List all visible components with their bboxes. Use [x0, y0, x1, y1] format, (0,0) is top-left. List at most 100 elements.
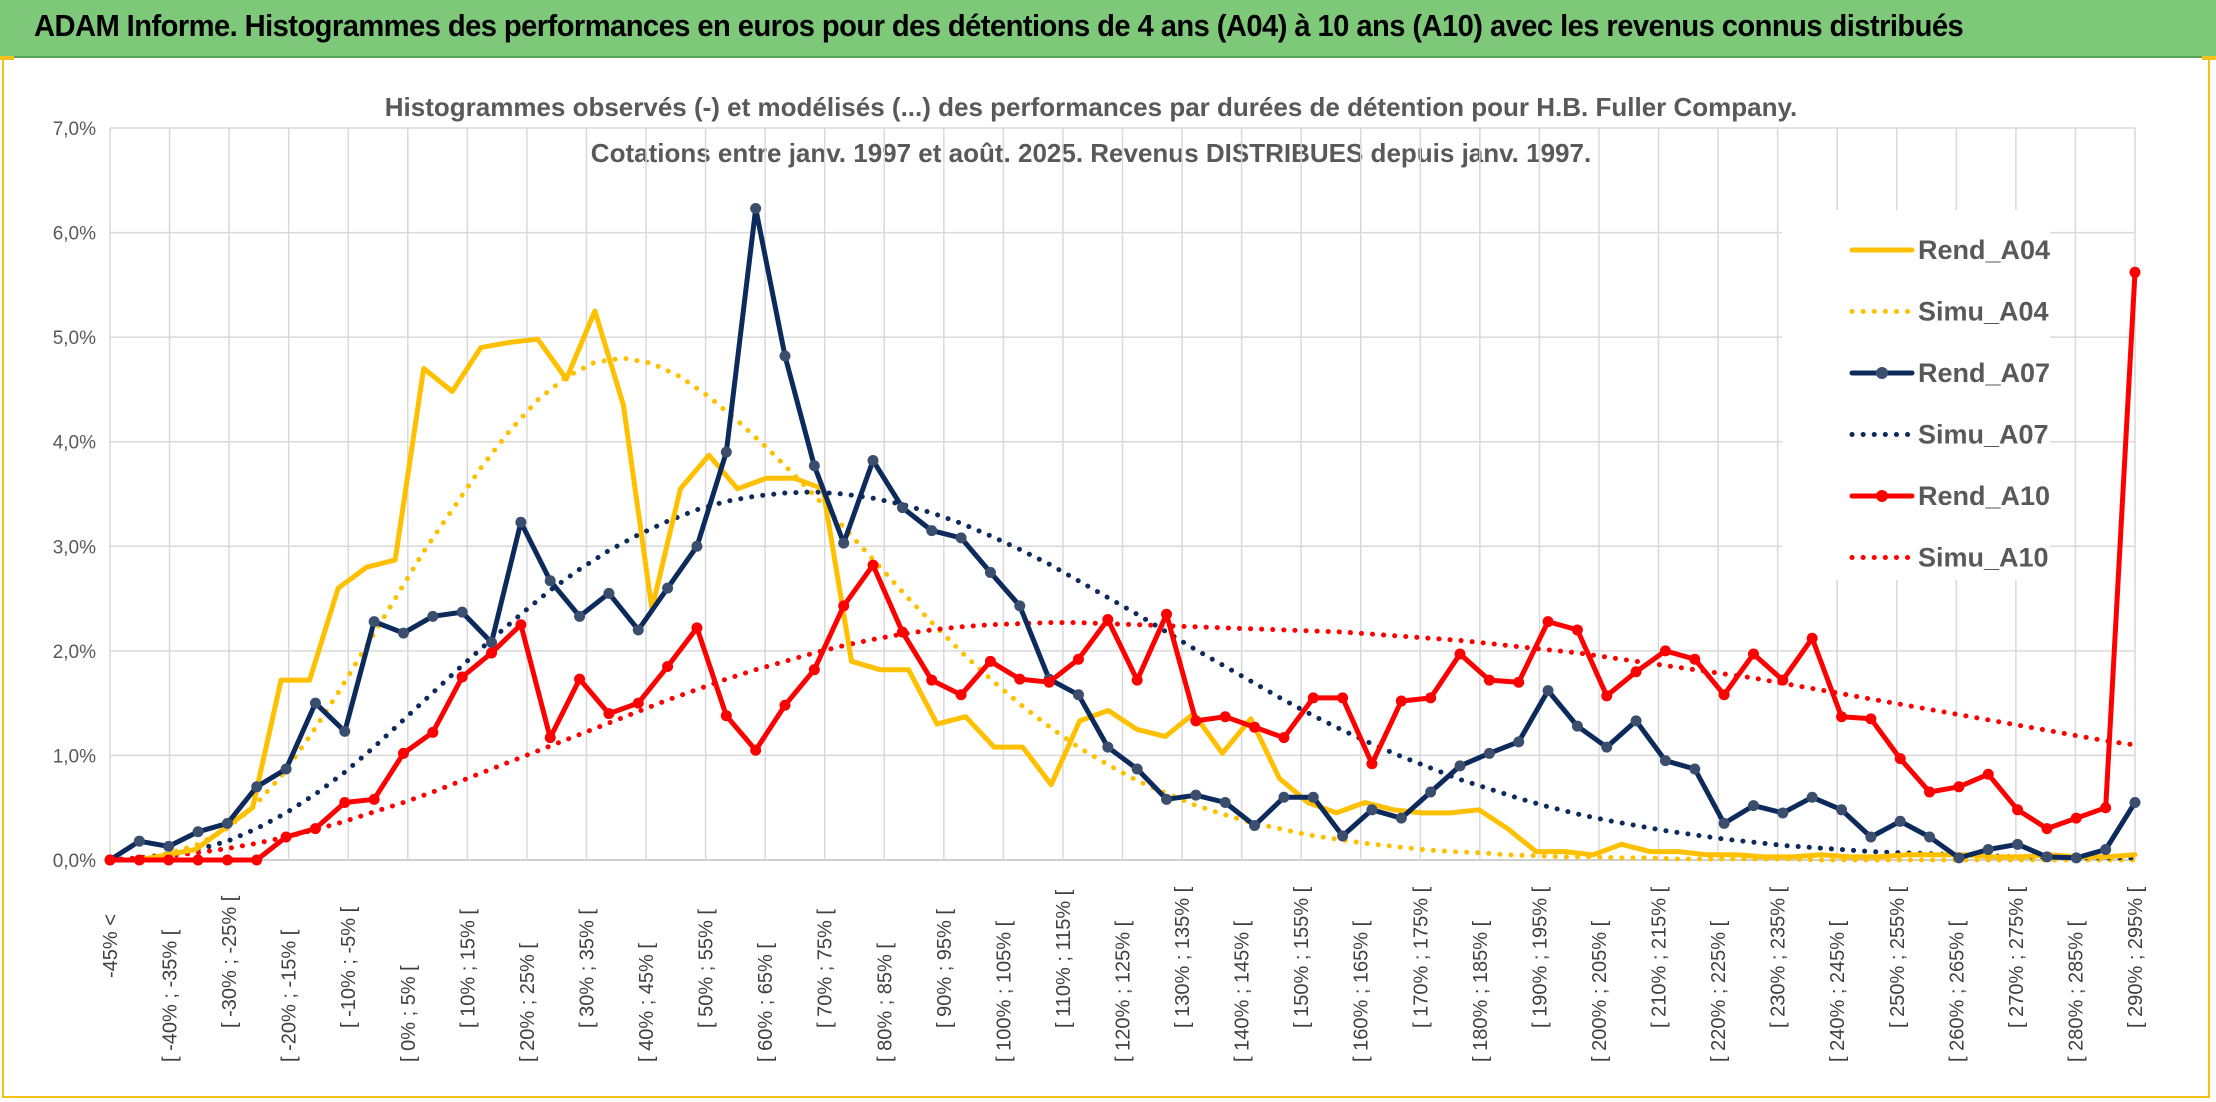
data-point-rend_a07	[2041, 851, 2053, 863]
data-point-rend_a10	[1542, 616, 1554, 628]
data-point-rend_a07	[1601, 741, 1613, 753]
data-point-rend_a10	[1659, 645, 1671, 657]
x-tick-label: [ 220% ; 225% [	[1708, 920, 1730, 1062]
data-point-rend_a07	[632, 624, 644, 636]
data-point-rend_a07	[1747, 800, 1759, 812]
data-point-rend_a10	[104, 854, 116, 866]
data-point-rend_a07	[1513, 736, 1525, 748]
data-point-rend_a10	[221, 854, 233, 866]
x-tick-label: [ -30% ; -25% [	[219, 895, 241, 1028]
data-point-rend_a07	[779, 350, 791, 362]
x-tick-label: [ 90% ; 95% [	[934, 909, 956, 1028]
data-point-rend_a10	[1865, 713, 1877, 725]
data-point-rend_a10	[515, 619, 527, 631]
data-point-rend_a07	[1836, 804, 1848, 816]
data-point-rend_a07	[2070, 852, 2082, 864]
y-axis-ticks: 0,0% 1,0% 2,0% 3,0% 4,0% 5,0% 6,0% 7,0%	[53, 119, 96, 872]
x-tick-label: [ 170% ; 175% [	[1410, 886, 1432, 1028]
data-point-rend_a07	[1483, 747, 1495, 759]
data-point-rend_a10	[1454, 648, 1466, 660]
x-tick-label: [ -10% ; -5% [	[338, 906, 360, 1028]
x-tick-label: [ 120% ; 125% [	[1113, 920, 1135, 1062]
data-point-rend_a10	[896, 626, 908, 638]
data-point-rend_a07	[1924, 831, 1936, 843]
data-point-rend_a10	[1161, 608, 1173, 620]
data-point-rend_a10	[1601, 690, 1613, 702]
data-point-rend_a10	[691, 622, 703, 634]
legend-marker	[1876, 367, 1888, 379]
data-point-rend_a10	[2070, 812, 2082, 824]
y-tick-label: 5,0%	[53, 328, 96, 349]
data-point-rend_a07	[1953, 852, 1965, 864]
x-tick-label: [ 40% ; 45% [	[636, 943, 658, 1062]
data-point-rend_a10	[1395, 695, 1407, 707]
x-tick-label: [ 280% ; 285% [	[2065, 920, 2087, 1062]
data-point-rend_a10	[1806, 632, 1818, 644]
data-point-rend_a07	[574, 610, 586, 622]
data-point-rend_a10	[1337, 692, 1349, 704]
data-point-rend_a07	[192, 826, 204, 838]
data-point-rend_a10	[1982, 768, 1994, 780]
data-point-rend_a07	[1161, 793, 1173, 805]
data-point-rend_a07	[867, 455, 879, 467]
x-tick-label: [ 270% ; 275% [	[2006, 886, 2028, 1028]
x-tick-label: [ 130% ; 135% [	[1172, 886, 1194, 1028]
legend-label-simu_a10: Simu_A10	[1918, 543, 2049, 573]
x-axis-ticks: -45% < [ -40% ; -35% [[ -30% ; -25% [[ -2…	[100, 886, 2147, 1062]
data-point-rend_a07	[251, 781, 263, 793]
legend-label-rend_a04: Rend_A04	[1918, 235, 2050, 265]
data-point-rend_a10	[1219, 711, 1231, 723]
data-point-rend_a10	[1630, 666, 1642, 678]
data-point-rend_a07	[280, 763, 292, 775]
data-point-rend_a07	[368, 616, 380, 628]
data-point-rend_a10	[280, 831, 292, 843]
x-tick-label: [ 160% ; 165% [	[1351, 920, 1373, 1062]
legend-background	[1782, 210, 2050, 580]
x-tick-label: [ 140% ; 145% [	[1232, 920, 1254, 1062]
y-tick-label: 7,0%	[53, 119, 96, 140]
data-point-rend_a10	[1894, 753, 1906, 765]
data-point-rend_a10	[2012, 804, 2024, 816]
data-point-rend_a10	[720, 710, 732, 722]
data-point-rend_a07	[896, 502, 908, 514]
data-point-rend_a07	[133, 835, 145, 847]
data-point-rend_a10	[1072, 653, 1084, 665]
frame-corner-left	[0, 56, 14, 60]
legend-marker	[1876, 490, 1888, 502]
data-point-rend_a07	[544, 575, 556, 587]
x-tick-label: [ 240% ; 245% [	[1827, 920, 1849, 1062]
series-line-simu_a04	[107, 355, 2138, 863]
chart-title: Histogrammes observés (-) et modélisés (…	[385, 92, 1798, 122]
series-line-rend_a07	[107, 206, 2138, 863]
series-line-rend_a04	[107, 308, 2138, 863]
data-point-rend_a10	[486, 647, 498, 659]
data-point-rend_a07	[1659, 755, 1671, 767]
data-point-rend_a10	[133, 854, 145, 866]
x-tick-label: [ 70% ; 75% [	[815, 909, 837, 1028]
data-point-rend_a07	[1337, 830, 1349, 842]
x-tick-label: [ 260% ; 265% [	[1946, 920, 1968, 1062]
data-point-rend_a10	[926, 674, 938, 686]
data-point-rend_a10	[1924, 786, 1936, 798]
data-point-rend_a07	[486, 636, 498, 648]
data-point-rend_a07	[720, 446, 732, 458]
x-tick-label: [ 50% ; 55% [	[696, 909, 718, 1028]
data-point-rend_a10	[397, 747, 409, 759]
data-point-rend_a07	[1571, 720, 1583, 732]
x-tick-label: [ 180% ; 185% [	[1470, 920, 1492, 1062]
data-point-rend_a07	[1777, 807, 1789, 819]
data-point-rend_a07	[1072, 689, 1084, 701]
data-point-rend_a07	[955, 532, 967, 544]
data-point-rend_a07	[1806, 791, 1818, 803]
data-point-rend_a07	[456, 606, 468, 618]
data-point-rend_a10	[1190, 715, 1202, 727]
y-tick-label: 4,0%	[53, 433, 96, 454]
data-point-rend_a10	[808, 664, 820, 676]
report-header: ADAM Informe. Histogrammes des performan…	[0, 0, 2216, 58]
y-tick-label: 6,0%	[53, 224, 96, 245]
data-point-rend_a07	[808, 460, 820, 472]
data-point-rend_a07	[515, 516, 527, 528]
data-point-rend_a07	[1014, 600, 1026, 612]
x-tick-label: [ 210% ; 215% [	[1649, 886, 1671, 1028]
